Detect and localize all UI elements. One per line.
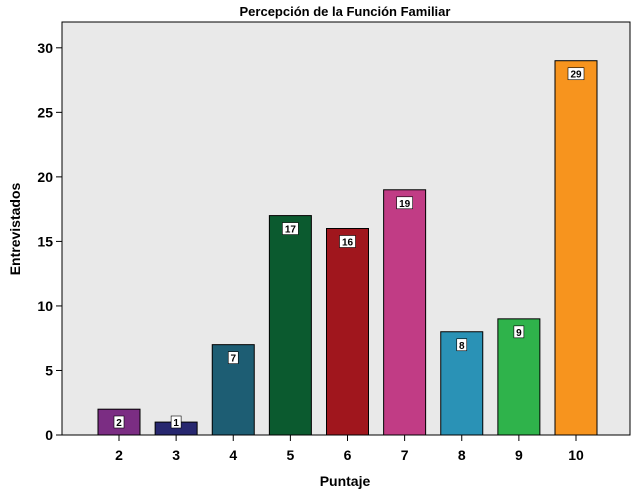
data-label-box bbox=[339, 235, 356, 248]
data-label: 7 bbox=[230, 354, 236, 365]
data-label-box bbox=[113, 415, 125, 429]
y-axis: 0 5 10 15 20 25 30 bbox=[37, 40, 62, 443]
y-tick-label: 10 bbox=[37, 298, 53, 314]
data-label: 8 bbox=[459, 341, 465, 352]
y-tick-label: 0 bbox=[45, 427, 53, 443]
y-axis-label: Entrevistados bbox=[7, 182, 23, 275]
data-label-box bbox=[170, 415, 182, 429]
x-tick-label: 10 bbox=[568, 447, 584, 463]
data-label-box bbox=[456, 338, 468, 352]
y-tick-label: 25 bbox=[37, 104, 53, 120]
y-tick-label: 15 bbox=[37, 233, 53, 249]
x-tick-label: 4 bbox=[229, 447, 237, 463]
bar bbox=[554, 60, 598, 436]
data-label-box bbox=[567, 67, 585, 81]
data-label-box bbox=[282, 222, 299, 235]
data-label-box bbox=[396, 196, 413, 210]
data-label: 19 bbox=[399, 199, 411, 210]
data-label: 2 bbox=[116, 418, 122, 429]
data-label: 9 bbox=[516, 328, 522, 339]
bar bbox=[268, 215, 312, 436]
y-tick-label: 20 bbox=[37, 169, 53, 185]
x-tick-label: 9 bbox=[515, 447, 523, 463]
data-label: 1 bbox=[173, 418, 179, 429]
x-tick-label: 5 bbox=[286, 447, 294, 463]
x-tick-label: 6 bbox=[344, 447, 352, 463]
x-tick-label: 3 bbox=[172, 447, 180, 463]
bar bbox=[326, 228, 369, 436]
chart-title: Percepción de la Función Familiar bbox=[240, 4, 451, 19]
x-axis-label: Puntaje bbox=[320, 473, 371, 489]
x-tick-label: 2 bbox=[115, 447, 123, 463]
x-tick-label: 8 bbox=[458, 447, 466, 463]
bar bbox=[383, 189, 427, 436]
data-label-box bbox=[513, 325, 525, 339]
data-label: 16 bbox=[342, 238, 354, 249]
y-tick-label: 30 bbox=[37, 40, 53, 56]
data-label: 29 bbox=[570, 70, 582, 81]
bar bbox=[497, 318, 541, 436]
x-tick-label: 7 bbox=[401, 447, 409, 463]
data-label: 17 bbox=[285, 225, 297, 236]
data-label-box bbox=[227, 351, 239, 364]
x-axis: 2 3 4 5 6 7 8 9 10 bbox=[115, 435, 584, 463]
y-tick-label: 5 bbox=[45, 362, 53, 378]
